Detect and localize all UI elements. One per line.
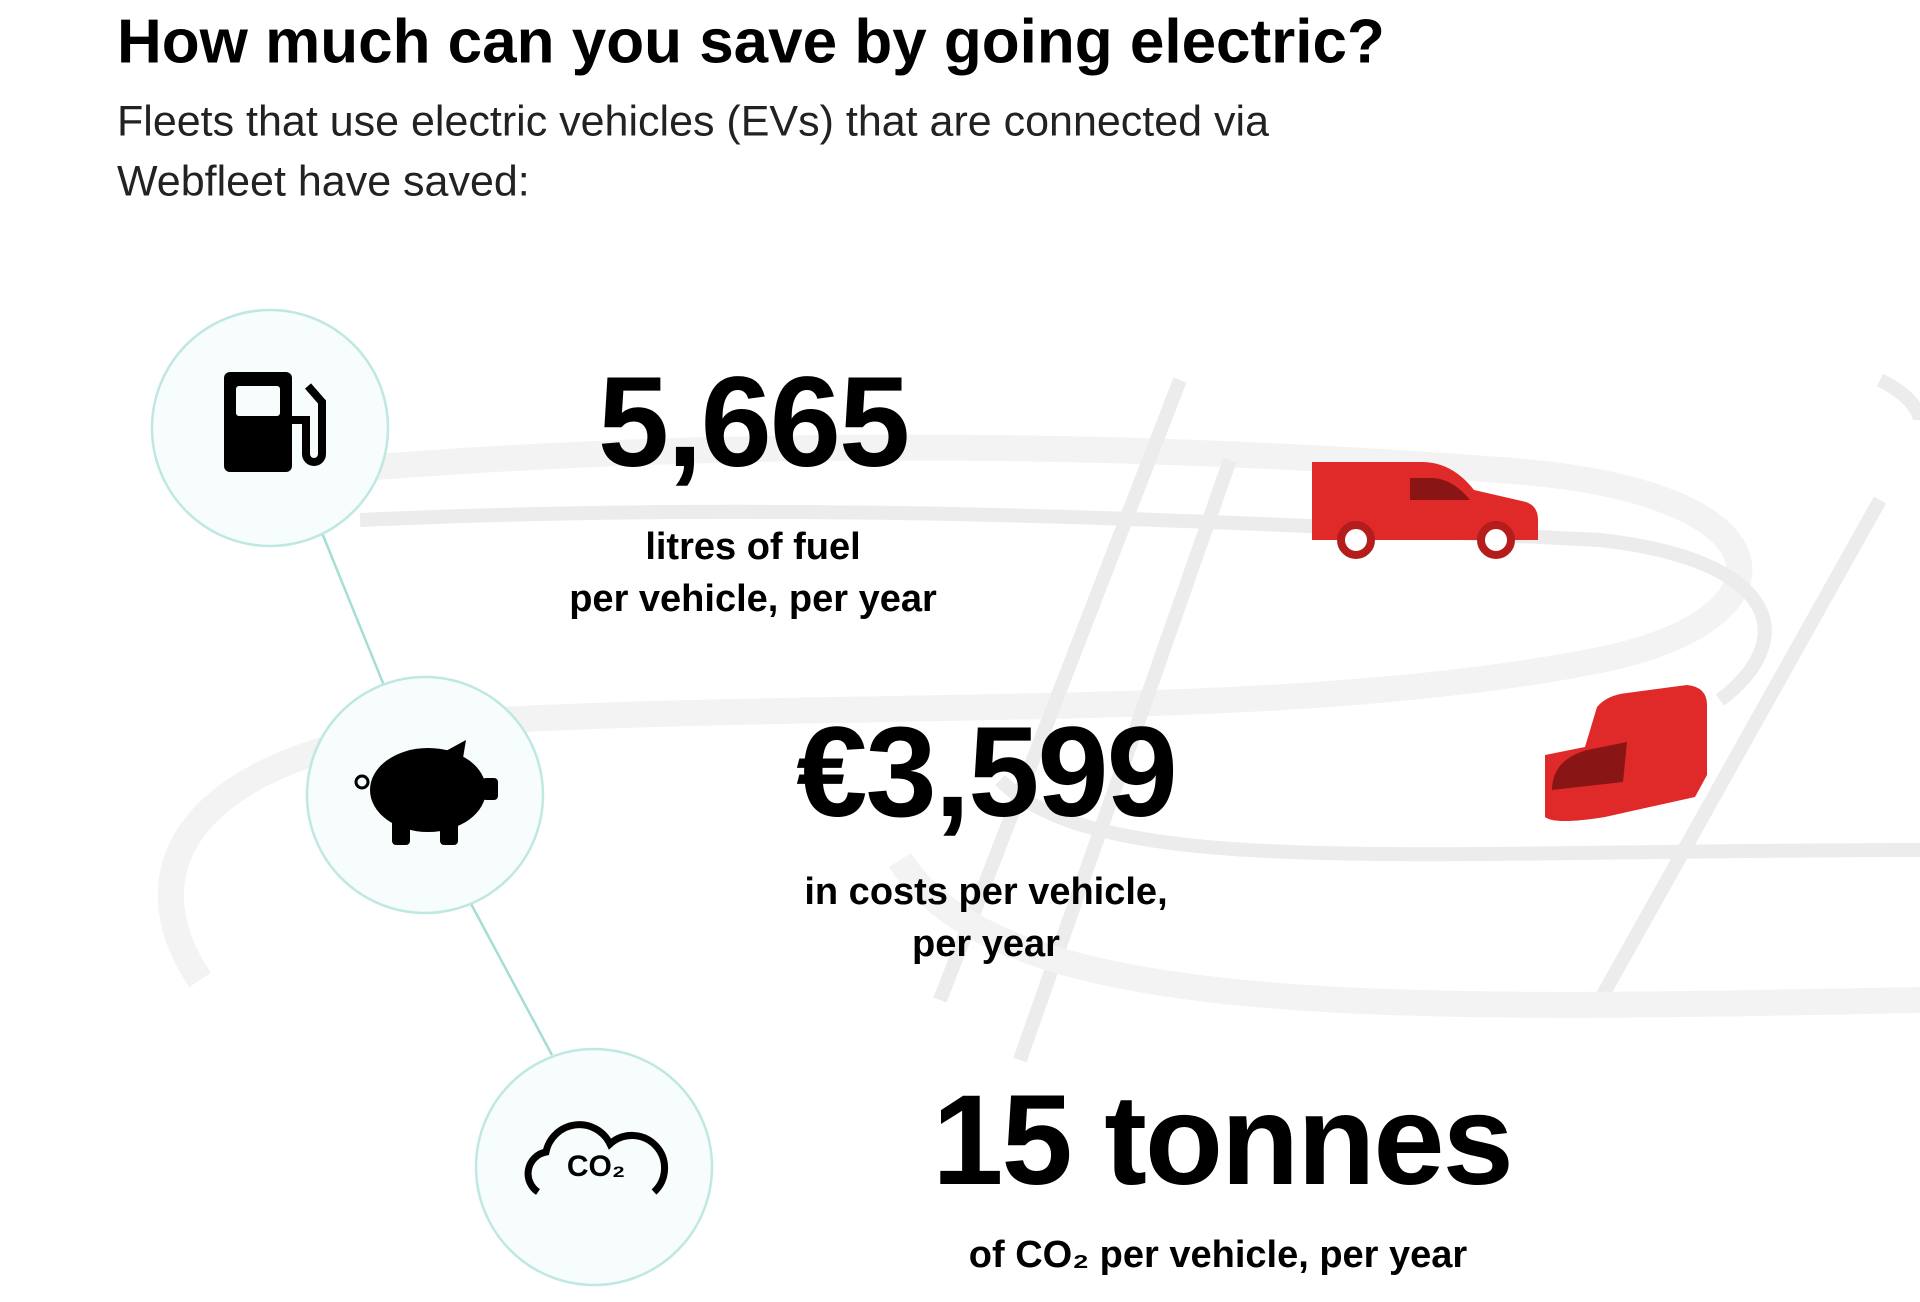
piggy-icon [354, 740, 498, 845]
stat-caption: litres of fuel [645, 526, 860, 568]
connector [316, 522, 387, 689]
stat-value: €3,599 [796, 701, 1176, 844]
stat-caption: in costs per vehicle, [804, 871, 1167, 913]
stat-caption: per year [912, 923, 1060, 965]
connector [468, 901, 554, 1056]
icon-circle [474, 1047, 714, 1287]
subtitle-line: Webfleet have saved: [117, 157, 530, 205]
icon-label: CO₂ [567, 1150, 625, 1183]
stat-caption: per vehicle, per year [569, 578, 937, 620]
cloud-icon [524, 1121, 669, 1195]
subtitle-line: Fleets that use electric vehicles (EVs) … [117, 97, 1269, 145]
van-front [1545, 685, 1707, 841]
van-side [1312, 462, 1538, 559]
stat-value: 15 tonnes [932, 1069, 1512, 1212]
title: How much can you save by going electric? [117, 7, 1385, 76]
stat-caption: of CO₂ per vehicle, per year [969, 1234, 1468, 1276]
stat-value: 5,665 [598, 351, 908, 494]
fuel-icon [224, 372, 326, 472]
